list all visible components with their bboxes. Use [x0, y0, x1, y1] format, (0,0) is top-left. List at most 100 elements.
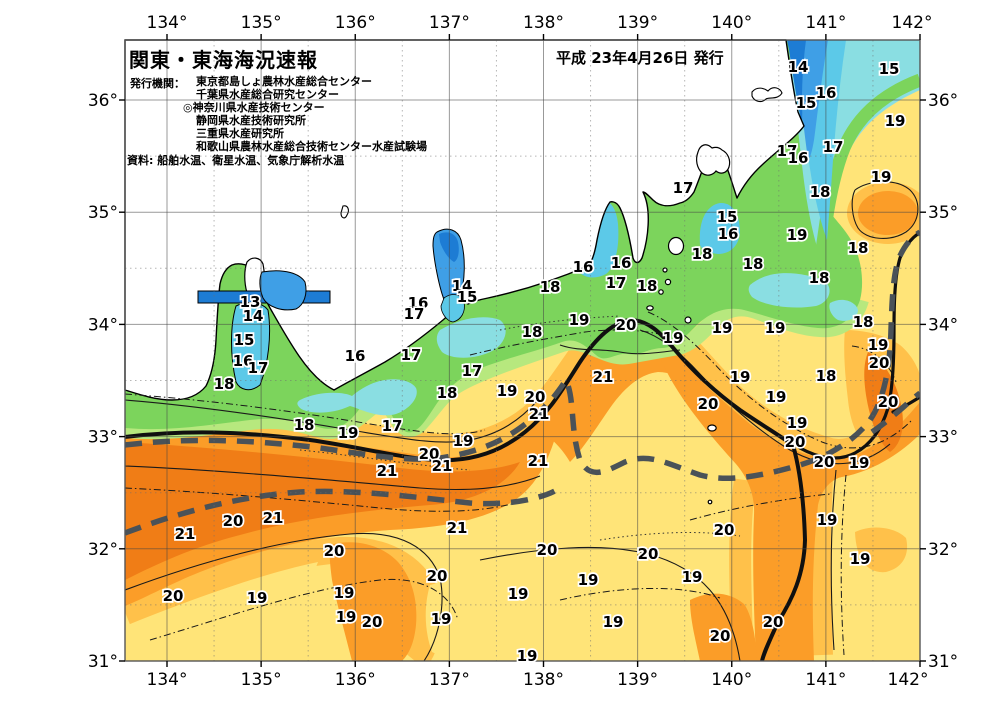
- temp-label: 19: [765, 319, 786, 337]
- temp-label: 19: [497, 382, 518, 400]
- cyan-pool-kumano: [297, 379, 417, 416]
- temp-label: 20: [362, 613, 383, 631]
- izu-oshima-island: [667, 236, 685, 256]
- temp-label: 17: [673, 179, 694, 197]
- temp-label: 18: [809, 269, 830, 287]
- temp-label: 18: [848, 239, 869, 257]
- temp-label: 16: [718, 225, 739, 243]
- temp-label: 20: [710, 627, 731, 645]
- temp-label: 21: [432, 457, 453, 475]
- temp-label: 19: [885, 112, 906, 130]
- temp-label: 16: [816, 84, 837, 102]
- temp-label: 19: [730, 368, 751, 386]
- data-source-note: 資料: 船舶水温、衛星水温、気象庁解析水温: [127, 154, 345, 167]
- temp-label: 16: [611, 254, 632, 272]
- temp-label: 20: [785, 433, 806, 451]
- issuing-org-item: 千葉県水産総合研究センター: [196, 88, 339, 101]
- temp-label: 14: [243, 307, 264, 325]
- temp-label: 19: [336, 608, 357, 626]
- temp-label: 19: [603, 613, 624, 631]
- temp-label: 18: [540, 278, 561, 296]
- temp-label: 20: [869, 354, 890, 372]
- temp-label: 21: [528, 452, 549, 470]
- temp-label: 20: [324, 542, 345, 560]
- lon-label-bottom: 139°: [617, 670, 658, 690]
- temp-label: 18: [637, 277, 658, 295]
- lon-label-top: 139°: [617, 13, 658, 33]
- warm-eddy-core-20c: [858, 191, 918, 235]
- lat-label-left: 36°: [88, 91, 118, 111]
- temp-label: 18: [214, 375, 235, 393]
- temp-label: 18: [522, 323, 543, 341]
- kasumigaura-lake-outline: [751, 87, 783, 103]
- temp-label: 20: [419, 445, 440, 463]
- temp-label: 19: [787, 226, 808, 244]
- temp-label: 20: [814, 453, 835, 471]
- temp-label: 20: [427, 567, 448, 585]
- lat-label-left: 31°: [88, 652, 118, 672]
- lon-label-bottom: 142°: [888, 670, 929, 690]
- pale-patch-bottom-center2: [547, 574, 672, 644]
- hachijojima-island: [707, 424, 717, 432]
- ise-bay-mouth-15c: [440, 294, 465, 323]
- lat-label-left: 32°: [88, 540, 118, 560]
- tokyo-bay-outline: [696, 144, 731, 176]
- current-axis-dashed-main: [125, 229, 920, 482]
- temp-label: 18: [437, 384, 458, 402]
- pale-patch-bottom-center1: [425, 574, 546, 657]
- lon-label-top: 135°: [241, 13, 282, 33]
- latitude-labels-right: 31° 32° 33° 34° 35° 36°: [928, 91, 958, 672]
- temp-label: 14: [788, 58, 809, 76]
- latitude-labels-left: 31° 32° 33° 34° 35° 36°: [88, 91, 118, 672]
- temp-label: 19: [817, 511, 838, 529]
- temp-label: 19: [712, 319, 733, 337]
- map-frame: [124, 39, 921, 662]
- temp-label: 20: [163, 587, 184, 605]
- temp-label: 16: [788, 149, 809, 167]
- temp-label: 19: [849, 454, 870, 472]
- kuroshio-branch-solid-line: [798, 231, 920, 460]
- issuing-org-item: 和歌山県農林水産総合技術センター水産試験場: [196, 140, 427, 153]
- temp-label: 18: [816, 367, 837, 385]
- temp-label: 19: [334, 584, 355, 602]
- issue-date: 平成 23年4月26日 発行: [556, 49, 724, 67]
- cyan-sagami-bay: [699, 202, 740, 254]
- issuing-org-item: 静岡県水産技術研究所: [196, 114, 306, 127]
- issuing-org-item: ◎神奈川県水産技術センター: [183, 101, 325, 114]
- lon-label-bottom: 138°: [523, 670, 564, 690]
- small-island-oki: [340, 205, 349, 219]
- temp-label: 15: [717, 208, 738, 226]
- lat-label-right: 34°: [928, 315, 958, 335]
- lat-label-right: 35°: [928, 203, 958, 223]
- temp-label: 14: [452, 277, 473, 295]
- issuing-orgs-list: 東京都島しょ農林水産総合センター 千葉県水産総合研究センター ◎神奈川県水産技術セン…: [183, 75, 427, 153]
- temp-label: 18: [294, 416, 315, 434]
- temp-label: 16: [233, 352, 254, 370]
- issuing-orgs-label: 発行機関：: [130, 77, 185, 90]
- islet-west: [646, 305, 654, 311]
- temp-label: 19: [508, 585, 529, 603]
- temp-label: 16: [345, 347, 366, 365]
- temp-label: 18: [692, 245, 713, 263]
- temp-label: 15: [457, 288, 478, 306]
- cyan-pool-east: [829, 299, 858, 321]
- temp-label: 16: [573, 258, 594, 276]
- temp-label: 19: [247, 589, 268, 607]
- temp-label: 20: [878, 393, 899, 411]
- temp-label: 16: [408, 294, 429, 312]
- lon-label-bottom: 135°: [241, 670, 282, 690]
- temp-label: 20: [638, 545, 659, 563]
- axis-ticks: [119, 34, 926, 667]
- ltorange-spot-bottom-right: [855, 527, 908, 573]
- temp-label: 20: [698, 395, 719, 413]
- band-19-20c-column-fringe-e: [808, 479, 833, 656]
- lat-label-right: 31°: [928, 652, 958, 672]
- lat-label-right: 32°: [928, 540, 958, 560]
- lon-label-bottom: 140°: [711, 670, 752, 690]
- temp-label: 21: [263, 509, 284, 527]
- temp-label: 19: [663, 329, 684, 347]
- temp-label: 18: [810, 183, 831, 201]
- temp-label: 17: [248, 359, 269, 377]
